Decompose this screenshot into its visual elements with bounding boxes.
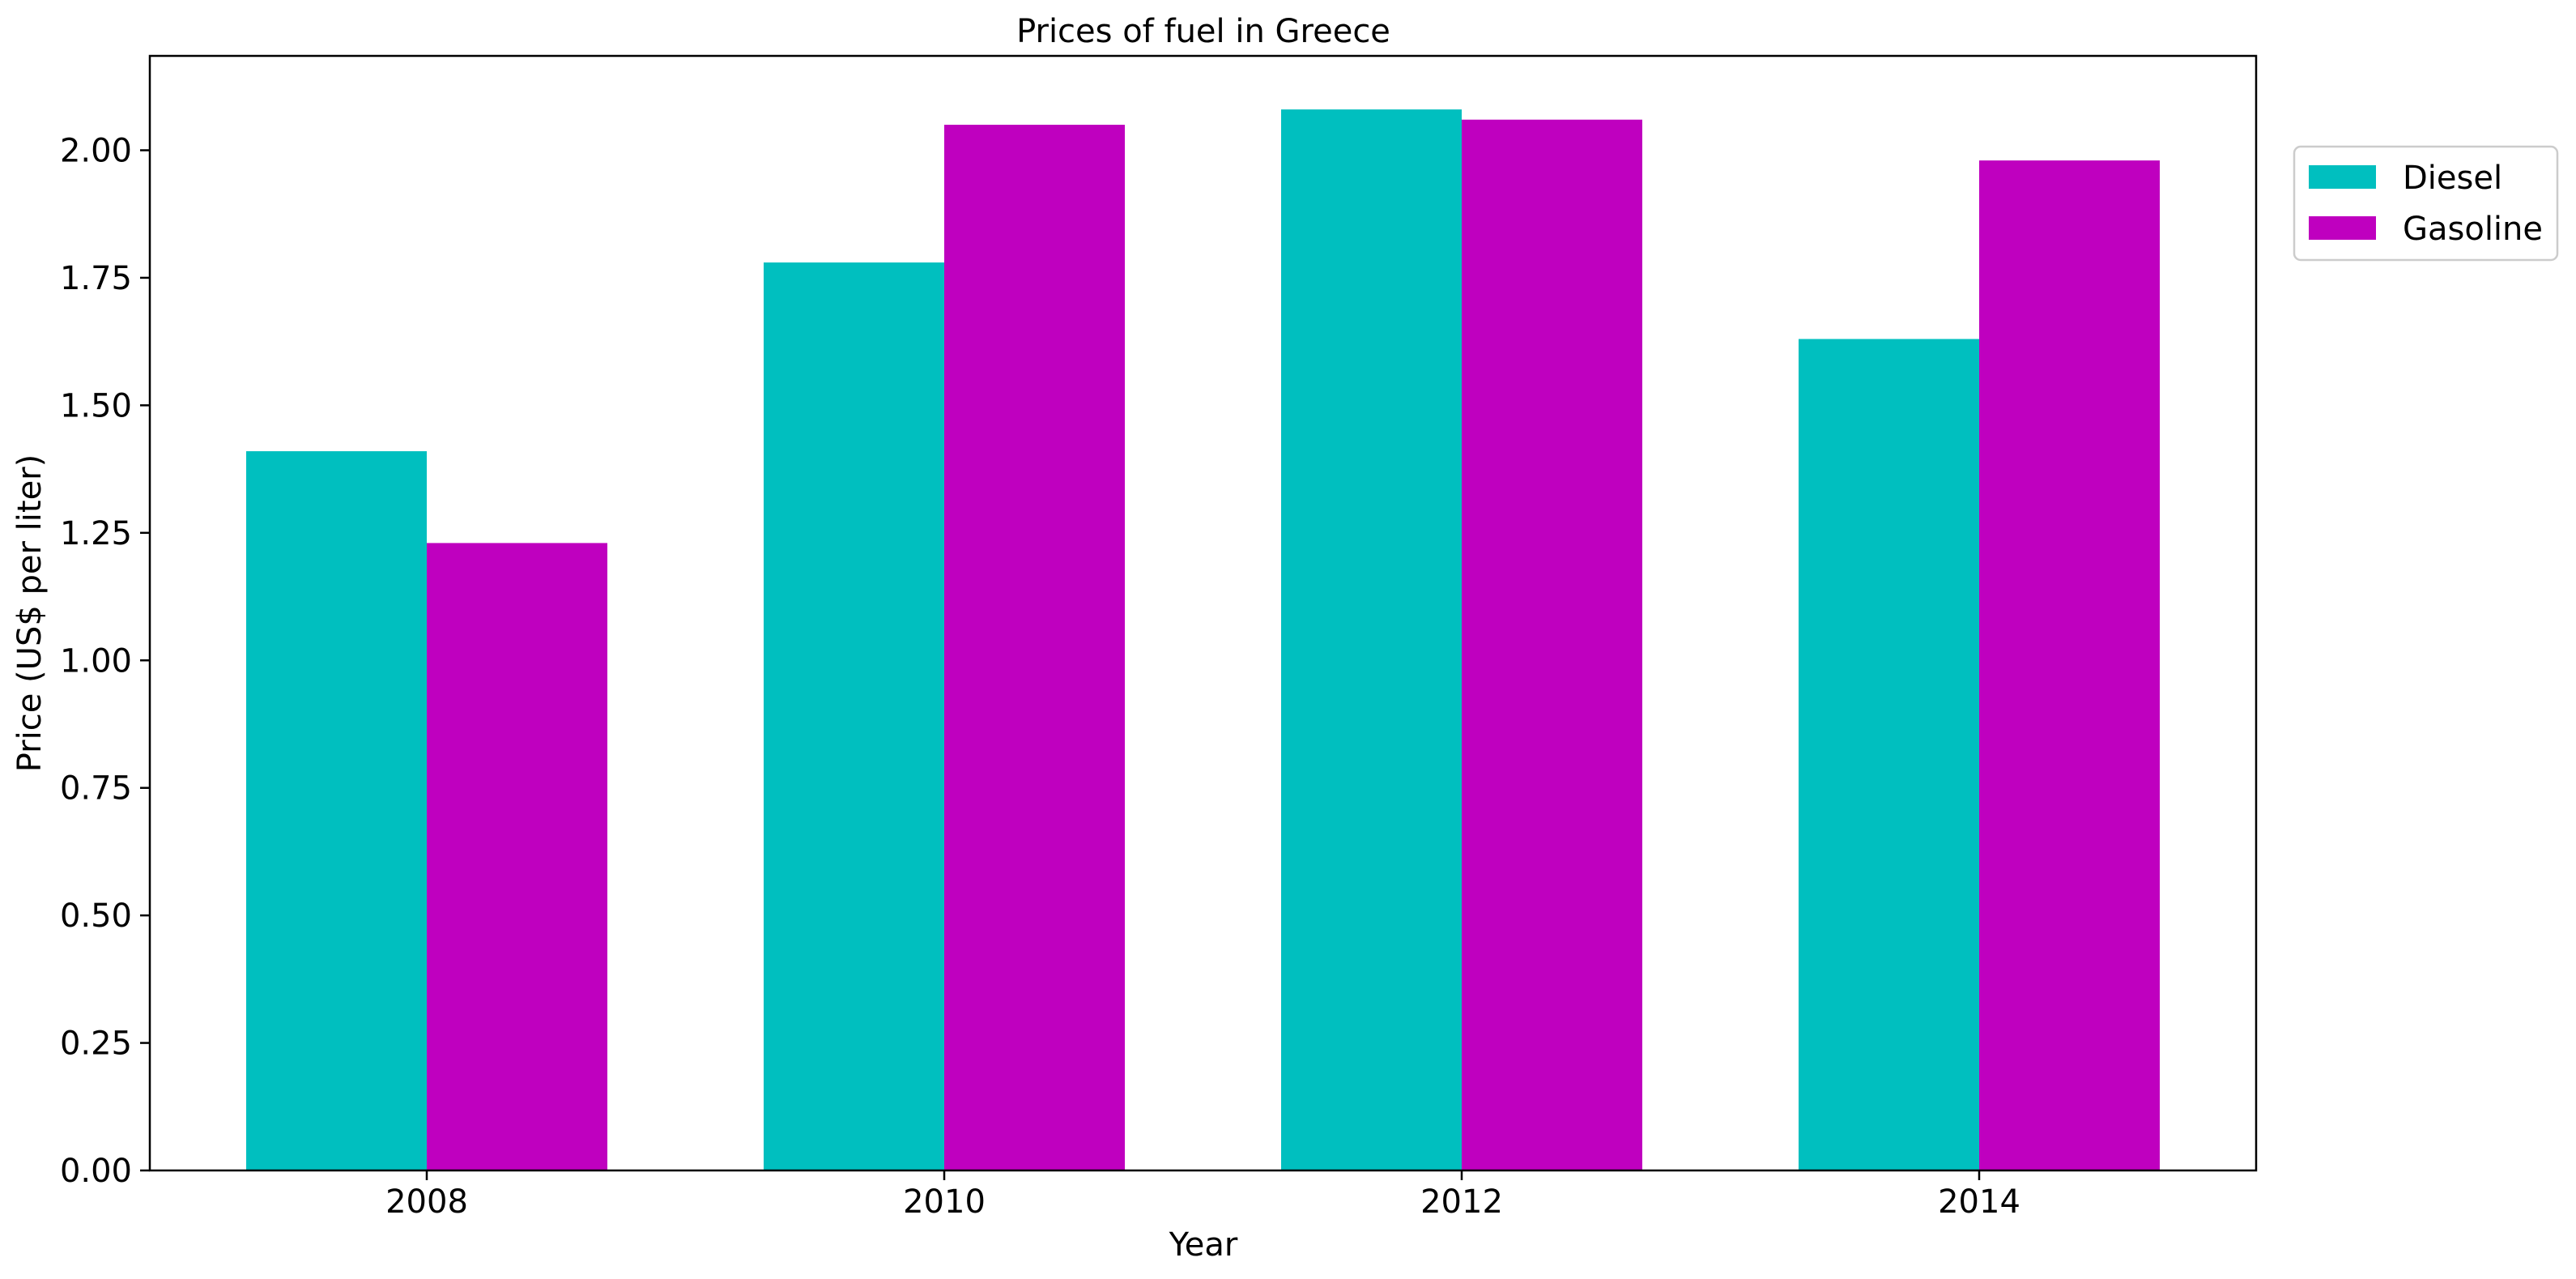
y-tick-label: 0.00 [60, 1153, 132, 1190]
legend-label-diesel: Diesel [2403, 160, 2502, 197]
y-tick-label: 0.75 [60, 770, 132, 808]
y-tick-label: 0.50 [60, 897, 132, 935]
x-tick-label: 2014 [1938, 1183, 2020, 1221]
bar-gasoline-2014 [1979, 160, 2160, 1171]
y-tick-label: 2.00 [60, 133, 132, 170]
x-axis-label: Year [1169, 1226, 1238, 1264]
x-tick-label: 2010 [903, 1183, 986, 1221]
bars-group [246, 109, 2160, 1171]
y-axis-label: Price (US$ per liter) [11, 454, 49, 772]
bar-diesel-2014 [1799, 339, 1979, 1171]
plot-frame [148, 54, 2258, 1172]
y-tick-label: 1.50 [60, 387, 132, 424]
bar-diesel-2008 [246, 451, 427, 1170]
bar-gasoline-2010 [944, 125, 1125, 1171]
legend: Diesel Gasoline [2293, 145, 2559, 262]
y-tick-label: 0.25 [60, 1025, 132, 1063]
chart-title: Prices of fuel in Greece [1016, 13, 1390, 50]
bar-gasoline-2012 [1462, 119, 1642, 1171]
y-tick-label: 1.75 [60, 260, 132, 297]
bar-diesel-2010 [764, 262, 944, 1170]
y-axis-ticks: 0.00 0.25 0.50 0.75 1.00 1.25 1.50 1.75 2.00 [60, 133, 150, 1190]
y-tick-label: 1.25 [60, 515, 132, 552]
x-axis-ticks: 2008 2010 2012 2014 [385, 1170, 2020, 1221]
legend-swatch-gasoline [2309, 216, 2376, 240]
bar-diesel-2012 [1281, 109, 1462, 1171]
legend-label-gasoline: Gasoline [2403, 211, 2543, 248]
x-tick-label: 2008 [385, 1183, 468, 1221]
bar-gasoline-2008 [427, 543, 607, 1170]
y-tick-label: 1.00 [60, 642, 132, 680]
x-tick-label: 2012 [1420, 1183, 1503, 1221]
legend-swatch-diesel [2309, 165, 2376, 189]
